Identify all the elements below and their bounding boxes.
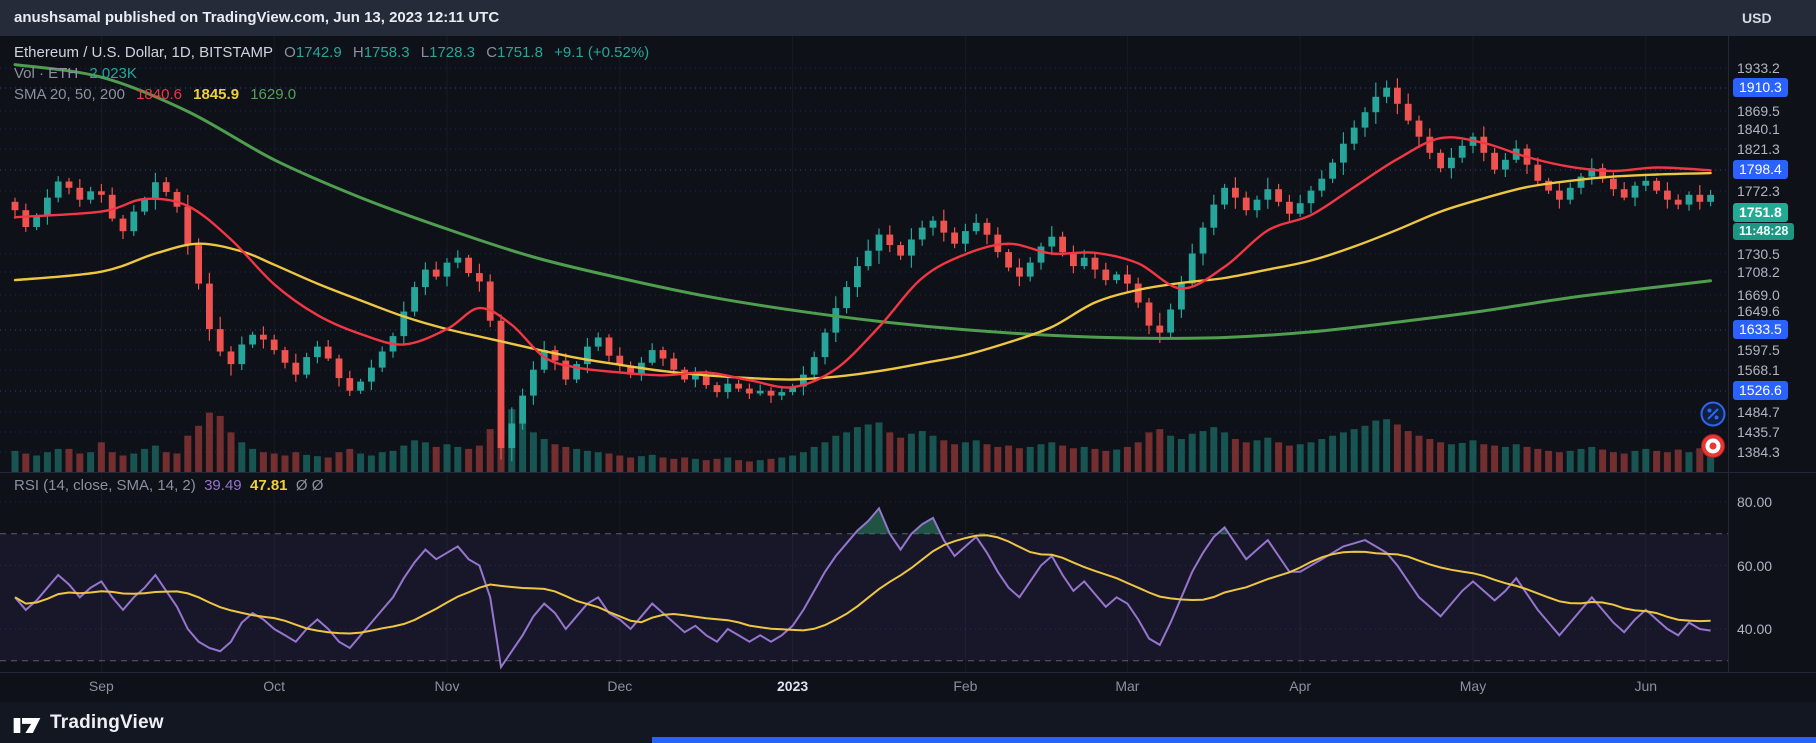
percent-badge-icon[interactable]	[1700, 401, 1726, 427]
time-axis-label-feb: Feb	[953, 678, 978, 694]
time-axis-label-jun: Jun	[1634, 678, 1658, 694]
price-axis-label: 1526.6	[1733, 381, 1788, 400]
symbol-title[interactable]: Ethereum / U.S. Dollar, 1D, BITSTAMP	[14, 44, 273, 61]
price-axis-label: 1933.2	[1737, 60, 1780, 76]
price-axis-label: 1484.7	[1737, 404, 1780, 420]
bottom-blue-strip	[652, 737, 1816, 743]
tradingview-logo-icon[interactable]	[12, 710, 42, 736]
ohlc-open-value: 1742.9	[295, 44, 342, 61]
rsi-label[interactable]: RSI (14, close, SMA, 14, 2)	[14, 477, 196, 494]
symbol-legend: Ethereum / U.S. Dollar, 1D, BITSTAMP O17…	[14, 42, 649, 105]
rsi-overbought-fill	[854, 508, 1229, 534]
publish-header: anushsamal published on TradingView.com,…	[0, 0, 1816, 36]
price-axis-label: 1840.1	[1737, 121, 1780, 137]
time-axis-label-mar: Mar	[1115, 678, 1140, 694]
time-axis-label-oct: Oct	[263, 678, 286, 694]
rsi-axis-label: 40.00	[1737, 621, 1773, 637]
price-axis-label: 1649.6	[1737, 303, 1780, 319]
sma50-value: 1845.9	[193, 86, 240, 103]
price-grid-layer	[0, 36, 1728, 472]
price-axis-label: 1910.3	[1733, 78, 1788, 97]
price-axis-label: 1597.5	[1737, 342, 1780, 358]
ohlc-close-value: 1751.8	[497, 44, 543, 61]
price-axis-label: 1708.2	[1737, 264, 1780, 280]
rsi-pane-svg[interactable]	[0, 472, 1728, 672]
change-value: +9.1 (+0.52%)	[554, 44, 650, 61]
sma200-value: 1629.0	[250, 86, 297, 103]
footer-bar: TradingView	[0, 702, 1816, 743]
ohlc-close-label: C	[486, 44, 498, 61]
rsi-ma-line	[14, 534, 1711, 635]
sma20-value: 1840.6	[136, 86, 182, 103]
rsi-band-layer	[0, 533, 1728, 661]
price-axis-currency-label: USD	[1742, 10, 1772, 26]
tradingview-wordmark[interactable]: TradingView	[50, 711, 164, 733]
bar-countdown-label: 11:48:28	[1733, 223, 1795, 240]
volume-label[interactable]: Vol · ETH	[14, 65, 79, 82]
current-price-label: 1751.8	[1733, 203, 1788, 222]
price-axis-label: 1633.5	[1733, 320, 1788, 339]
time-axis-label-may: May	[1459, 678, 1487, 694]
price-pane-svg[interactable]	[0, 36, 1728, 472]
price-axis-label: 1730.5	[1737, 246, 1780, 262]
time-axis-label-2023: 2023	[777, 678, 809, 694]
price-axis-label: 1821.3	[1737, 141, 1780, 157]
sma200-line	[13, 63, 1713, 340]
target-badge-icon[interactable]	[1700, 433, 1726, 459]
ohlc-low-value: 1728.3	[429, 44, 476, 61]
volume-layer	[11, 406, 1715, 472]
rsi-axis-label: 60.00	[1737, 558, 1773, 574]
price-axis-label: 1669.0	[1737, 287, 1780, 303]
rsi-line	[14, 506, 1711, 670]
ohlc-low-label: L	[420, 44, 430, 61]
price-axis-label: 1384.3	[1737, 444, 1780, 460]
rsi-axis-label: 80.00	[1737, 494, 1773, 510]
axis-separator	[1728, 36, 1729, 672]
rsi-value: 39.49	[204, 477, 242, 494]
candles-layer	[11, 78, 1714, 462]
ohlc-open-label: O	[284, 44, 296, 61]
time-axis-label-nov: Nov	[434, 678, 460, 694]
time-axis-label-apr: Apr	[1289, 678, 1312, 694]
price-axis-label: 1869.5	[1737, 103, 1780, 119]
time-axis-label-sep: Sep	[88, 678, 114, 694]
price-axis-label: 1772.3	[1737, 183, 1780, 199]
ohlc-high-label: H	[352, 44, 364, 61]
volume-value: 2.023K	[89, 65, 137, 82]
time-axis-label-dec: Dec	[607, 678, 633, 694]
price-axis-label: 1435.7	[1737, 424, 1780, 440]
sma20-line	[13, 136, 1712, 389]
price-axis-label: 1798.4	[1733, 160, 1788, 179]
chart-area[interactable]	[0, 36, 1728, 672]
time-axis[interactable]: Sep Oct Nov Dec 2023 Feb Mar Apr May Jun	[0, 673, 1728, 702]
price-axis[interactable]: 1933.2 1910.3 1869.5 1840.1 1821.3 1798.4 1772…	[1729, 36, 1816, 672]
rsi-extra-values: Ø Ø	[295, 477, 324, 494]
publish-header-text: anushsamal published on TradingView.com,…	[14, 9, 500, 26]
ohlc-high-value: 1758.3	[363, 44, 410, 61]
rsi-legend: RSI (14, close, SMA, 14, 2) 39.49 47.81 …	[14, 477, 323, 494]
time-axis-separator	[0, 672, 1816, 673]
sma50-line	[13, 171, 1712, 381]
sma-label[interactable]: SMA 20, 50, 200	[14, 86, 125, 103]
price-axis-label: 1568.1	[1737, 362, 1780, 378]
rsi-ma-value: 47.81	[249, 477, 288, 494]
pane-separator[interactable]	[0, 472, 1816, 473]
